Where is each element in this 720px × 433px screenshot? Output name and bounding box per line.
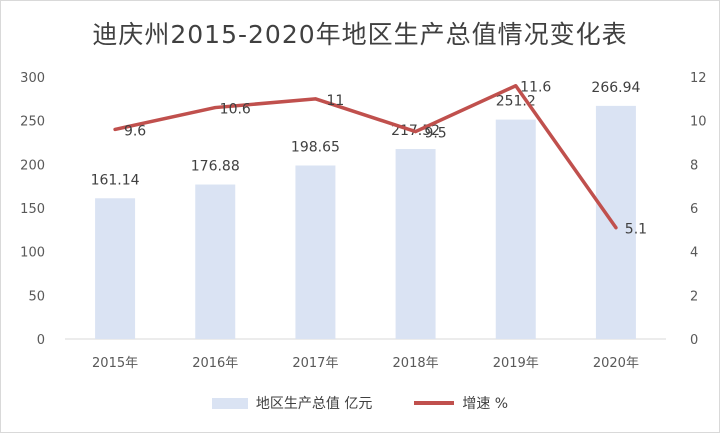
legend-bar-swatch: [211, 397, 248, 409]
right-tick-label: 10: [690, 115, 707, 130]
line-data-label: 11.6: [520, 80, 551, 96]
line-point: [514, 84, 518, 88]
line-point: [113, 127, 117, 131]
line-point: [213, 106, 217, 110]
legend: 地区生产总值 亿元 增速 %: [1, 393, 719, 413]
chart-title: 迪庆州2015-2020年地区生产总值情况变化表: [92, 20, 628, 49]
right-tick-label: 12: [690, 71, 707, 86]
line-point: [414, 130, 418, 134]
legend-line-swatch: [414, 401, 455, 405]
left-tick-label: 300: [20, 71, 45, 86]
bar: [195, 184, 236, 339]
line-data-labels: 9.6 10.6 11 9.5 11.6 5.1: [124, 80, 647, 238]
line-data-label: 11: [327, 93, 345, 109]
bar: [595, 105, 636, 339]
x-tick-label: 2016年: [192, 356, 238, 371]
x-tick-label: 2015年: [92, 356, 138, 371]
line-data-label: 9.6: [124, 123, 146, 139]
legend-item-growth: 增速 %: [414, 393, 508, 413]
line-data-label: 5.1: [625, 222, 647, 238]
growth-line: [113, 83, 618, 230]
right-axis-ticks: 0 2 4 6 8 10 12: [690, 71, 707, 348]
right-tick-label: 6: [690, 202, 698, 217]
legend-label-gdp: 地区生产总值 亿元: [255, 396, 373, 412]
bar-data-label: 198.65: [291, 140, 340, 156]
line-data-label: 10.6: [220, 102, 251, 118]
x-axis-labels: 2015年 2016年 2017年 2018年 2019年 2020年: [92, 356, 639, 371]
left-tick-label: 0: [37, 333, 45, 348]
left-tick-label: 150: [20, 202, 45, 217]
left-tick-label: 100: [20, 246, 45, 261]
left-tick-label: 50: [28, 289, 45, 304]
bar-data-label: 176.88: [191, 159, 240, 175]
line-point: [614, 226, 618, 230]
bar: [95, 198, 136, 339]
x-tick-label: 2018年: [393, 356, 439, 371]
x-tick-label: 2020年: [593, 356, 639, 371]
legend-label-growth: 增速 %: [462, 396, 509, 412]
bar-data-label: 161.14: [91, 172, 140, 188]
right-tick-label: 2: [690, 289, 698, 304]
left-tick-label: 200: [20, 158, 45, 173]
line-point: [313, 97, 317, 101]
bar: [495, 119, 536, 339]
legend-item-gdp: 地区生产总值 亿元: [211, 393, 373, 413]
bar: [295, 165, 336, 339]
left-tick-label: 250: [20, 115, 45, 130]
line-data-label: 9.5: [424, 126, 446, 142]
bar-data-label: 266.94: [591, 80, 640, 96]
left-axis-ticks: 0 50 100 150 200 250 300: [20, 71, 45, 348]
bar: [395, 149, 436, 339]
bar-series: [95, 105, 636, 339]
x-tick-label: 2017年: [292, 356, 338, 371]
right-tick-label: 8: [690, 158, 698, 173]
right-tick-label: 4: [690, 246, 698, 261]
line-series: [113, 83, 618, 230]
right-tick-label: 0: [690, 333, 698, 348]
x-tick-label: 2019年: [493, 356, 539, 371]
